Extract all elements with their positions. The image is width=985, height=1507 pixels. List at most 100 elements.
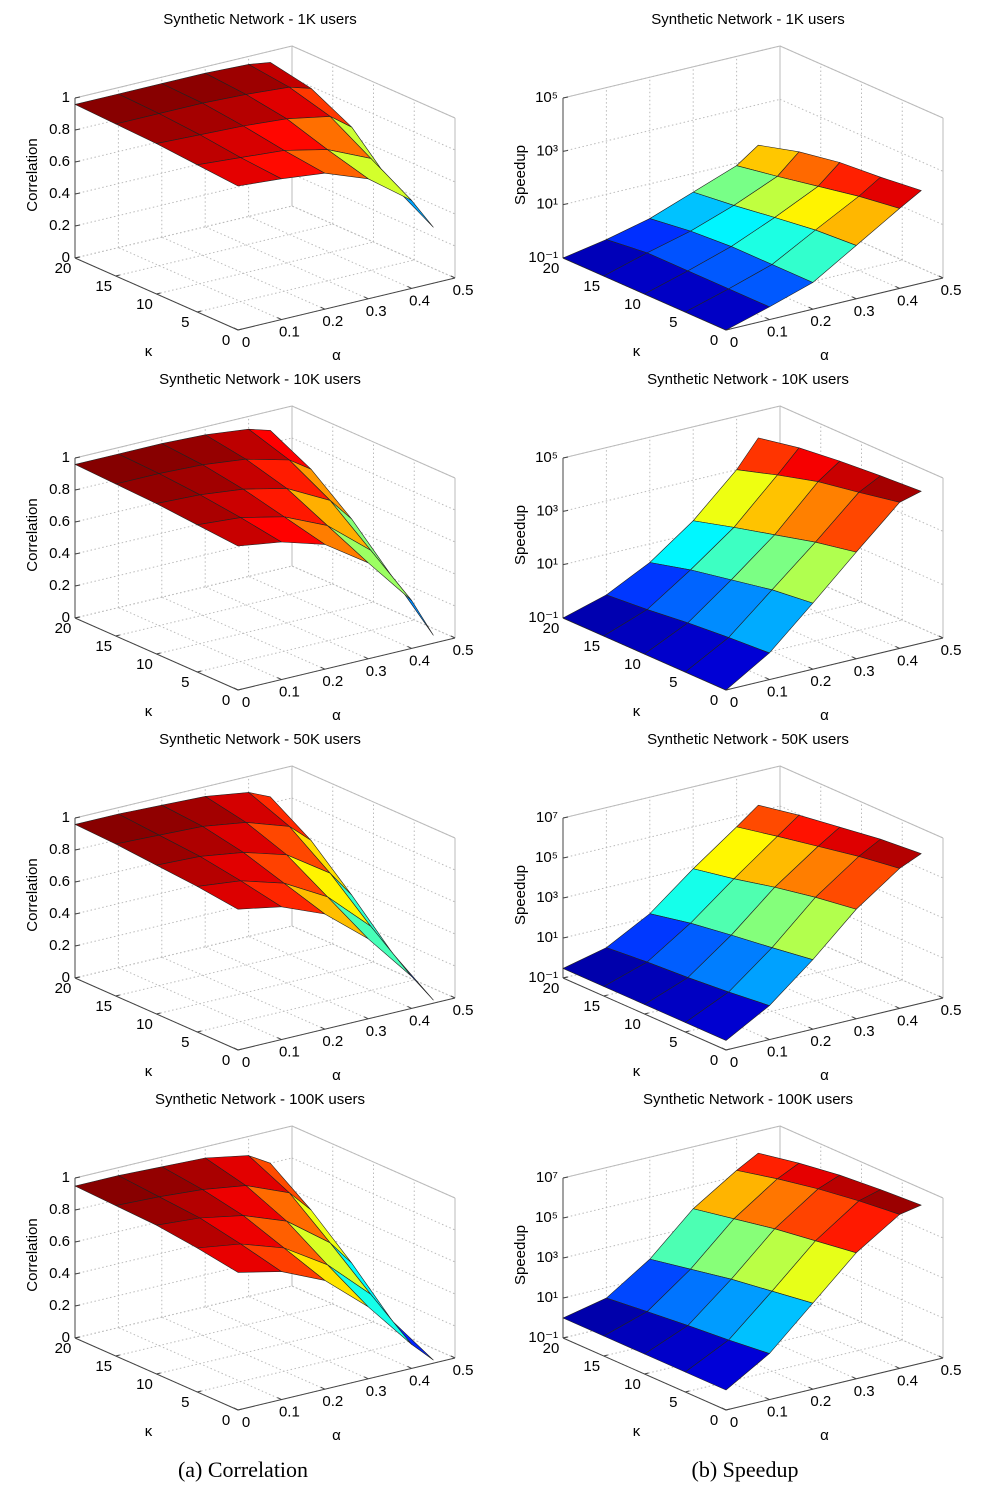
axis-line	[74, 405, 293, 459]
x-tick-label: 0	[730, 1054, 738, 1071]
tick-mark	[562, 203, 569, 206]
grid-line	[248, 215, 412, 289]
grid-line	[291, 1157, 456, 1231]
grid-line	[562, 885, 781, 939]
axis-line	[237, 1357, 456, 1411]
y-axis-label: κ	[145, 703, 153, 720]
tick-mark	[938, 275, 944, 279]
x-tick-label: 0.3	[854, 1023, 875, 1040]
x-axis-label: α	[820, 347, 829, 364]
tick-mark	[765, 1037, 770, 1041]
chart-title: Synthetic Network - 10K users	[159, 371, 361, 388]
tick-mark	[851, 296, 857, 300]
axis-line	[237, 637, 456, 691]
grid-line	[291, 1221, 456, 1295]
caption: (a) Correlation	[178, 1457, 308, 1482]
tick-mark	[320, 306, 326, 310]
tick-mark	[938, 635, 944, 639]
z-tick-label: 10¹	[536, 556, 558, 573]
x-tick-label: 0.2	[322, 313, 343, 330]
tick-mark	[562, 856, 569, 859]
x-tick-label: 0.5	[941, 282, 962, 299]
grid-line	[74, 861, 293, 915]
tick-mark	[74, 1336, 81, 1339]
grid-line	[115, 583, 333, 637]
tick-mark	[74, 1272, 81, 1275]
tick-mark	[74, 456, 81, 459]
y-tick-label: 10	[624, 1376, 641, 1393]
grid-line	[779, 205, 944, 279]
z-tick-label: 0.2	[49, 1297, 70, 1314]
grid-line	[291, 77, 456, 151]
caption: (b) Speedup	[692, 1457, 799, 1482]
x-tick-label: 0.1	[279, 324, 300, 341]
grid-line	[779, 925, 944, 999]
tick-mark	[233, 1407, 239, 1411]
z-axis-label: Correlation	[24, 858, 41, 931]
x-tick-label: 0	[242, 1054, 250, 1071]
tick-mark	[938, 995, 944, 999]
x-tick-label: 0.5	[941, 1002, 962, 1019]
y-tick-label: 5	[669, 314, 677, 331]
axis-line	[291, 1125, 456, 1199]
axis-line	[291, 45, 456, 119]
tick-mark	[156, 292, 161, 295]
tick-mark	[450, 275, 456, 279]
tick-mark	[320, 1026, 326, 1030]
tick-mark	[74, 616, 81, 619]
tick-mark	[156, 1372, 161, 1375]
tick-mark	[603, 994, 608, 997]
surface-patch	[684, 288, 770, 331]
grid-line	[74, 501, 293, 555]
z-tick-label: 10³	[536, 502, 558, 519]
surface-patch	[196, 517, 282, 547]
y-tick-label: 15	[95, 998, 112, 1015]
axis-line	[74, 45, 293, 99]
surface-patch	[196, 1243, 282, 1273]
y-tick-label: 20	[543, 260, 560, 277]
tick-mark	[407, 285, 412, 289]
tick-mark	[450, 635, 456, 639]
surface-patch	[196, 157, 282, 187]
grid-line	[74, 829, 293, 883]
z-tick-label: 0	[62, 609, 70, 626]
grid-line	[115, 943, 333, 997]
grid-line	[291, 501, 456, 575]
z-tick-label: 10⁻¹	[528, 1329, 558, 1346]
y-tick-label: 15	[583, 638, 600, 655]
grid-line	[291, 925, 456, 999]
z-tick-label: 0.8	[49, 1201, 70, 1218]
tick-mark	[74, 816, 81, 819]
z-tick-label: 10³	[536, 889, 558, 906]
x-tick-label: 0.5	[941, 642, 962, 659]
axis-line	[237, 997, 456, 1051]
surface-patch	[684, 1339, 770, 1391]
z-tick-label: 10⁵	[535, 1209, 558, 1226]
tick-mark	[237, 1048, 243, 1051]
tick-mark	[562, 1256, 569, 1259]
z-axis-label: Speedup	[512, 145, 529, 205]
x-tick-label: 0	[242, 334, 250, 351]
grid-line	[204, 946, 369, 1020]
tick-mark	[808, 666, 814, 670]
grid-line	[197, 979, 415, 1033]
axis-line	[291, 765, 456, 839]
grid-line	[197, 619, 415, 673]
grid-line	[74, 533, 293, 587]
z-tick-label: 10⁻¹	[528, 609, 558, 626]
grid-line	[562, 512, 781, 566]
tick-mark	[644, 1012, 649, 1015]
z-tick-label: 0	[62, 249, 70, 266]
x-tick-label: 0.4	[897, 1372, 918, 1389]
tick-mark	[197, 1030, 202, 1033]
grid-line	[115, 223, 333, 277]
grid-line	[74, 893, 293, 947]
grid-line	[74, 173, 293, 227]
tick-mark	[450, 1355, 456, 1359]
grid-line	[74, 1285, 293, 1339]
